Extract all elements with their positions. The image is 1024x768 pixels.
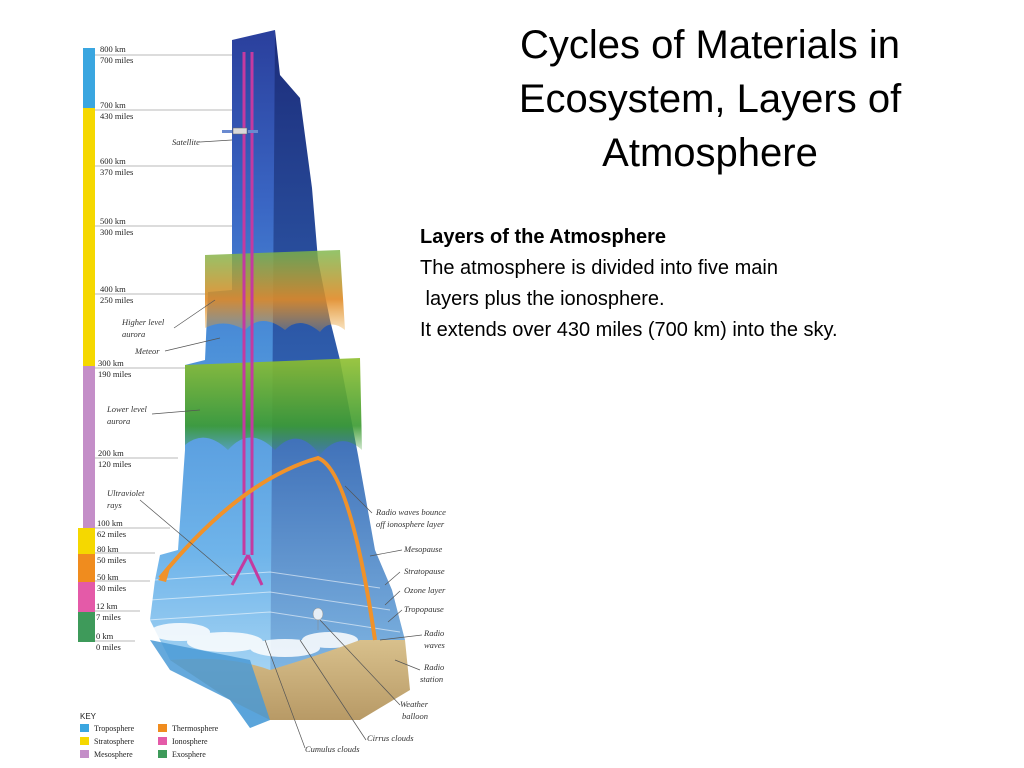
legend-swatch-mesosphere	[80, 750, 89, 758]
legend: KEY Troposphere Thermosphere Stratospher…	[80, 712, 219, 759]
tick-label: 50 miles	[97, 555, 126, 565]
label-ultraviolet: rays	[107, 500, 122, 510]
body-line: The atmosphere is divided into five main	[420, 257, 778, 279]
tick-label: 600 km	[100, 156, 126, 166]
label-lower-aurora: Lower level	[106, 404, 148, 414]
legend-swatch-ionosphere	[158, 737, 167, 745]
label-radio-station: Radio	[423, 662, 444, 672]
label-radio-station: station	[420, 674, 443, 684]
tick-label: 200 km	[98, 448, 124, 458]
legend-swatch-exosphere	[158, 750, 167, 758]
label-radio-waves: Radio	[423, 628, 444, 638]
tick-label: 0 km	[96, 631, 114, 641]
tick-label: 700 km	[100, 100, 126, 110]
label-lower-aurora: aurora	[107, 416, 130, 426]
tick-label: 300 km	[98, 358, 124, 368]
tick-label: 250 miles	[100, 295, 133, 305]
tick-label: 12 km	[96, 601, 118, 611]
label-meteor: Meteor	[134, 346, 160, 356]
label-cumulus: Cumulus clouds	[305, 744, 360, 754]
tick-label: 120 miles	[98, 459, 131, 469]
altitude-color-bar	[78, 48, 95, 642]
slide-body: Layers of the Atmosphere The atmosphere …	[420, 222, 1020, 346]
altitude-tick-lines	[95, 54, 246, 642]
tick-label: 0 miles	[96, 642, 121, 652]
label-weather-balloon: Weather	[400, 699, 429, 709]
radio-wave-arrowhead	[158, 568, 170, 582]
legend-label-thermosphere: Thermosphere	[172, 724, 219, 733]
body-heading: Layers of the Atmosphere	[420, 226, 666, 248]
label-mesopause: Mesopause	[403, 544, 442, 554]
legend-swatch-thermosphere	[158, 724, 167, 732]
label-radio-bounce: Radio waves bounce	[375, 507, 446, 517]
lower-aurora-band	[185, 358, 362, 455]
tick-label: 300 miles	[100, 227, 133, 237]
label-tropopause: Tropopause	[404, 604, 444, 614]
label-higher-aurora: aurora	[122, 329, 145, 339]
bar-exosphere	[83, 48, 95, 108]
label-leader-lines	[139, 139, 423, 749]
atmosphere-diagram: 800 km 700 miles 700 km 430 miles 600 km…	[78, 30, 446, 759]
altitude-tick-labels: 800 km 700 miles 700 km 430 miles 600 km…	[96, 44, 133, 652]
label-ultraviolet: Ultraviolet	[107, 488, 145, 498]
legend-label-troposphere: Troposphere	[94, 724, 135, 733]
label-higher-aurora: Higher level	[121, 317, 165, 327]
body-line: It extends over 430 miles (700 km) into …	[420, 319, 838, 341]
legend-label-mesosphere: Mesosphere	[94, 750, 133, 759]
label-satellite: Satellite	[172, 137, 200, 147]
label-stratopause: Stratopause	[404, 566, 445, 576]
bar-mesosphere	[83, 366, 95, 528]
legend-title: KEY	[80, 712, 97, 721]
legend-label-exosphere: Exosphere	[172, 750, 206, 759]
tick-label: 400 km	[100, 284, 126, 294]
satellite-icon	[222, 127, 258, 135]
bar-stratosphere-upper	[78, 528, 95, 554]
tick-label: 800 km	[100, 44, 126, 54]
body-line: layers plus the ionosphere.	[420, 288, 665, 310]
legend-swatch-stratosphere	[80, 737, 89, 745]
bar-stratosphere	[78, 554, 95, 582]
tick-label: 62 miles	[97, 529, 126, 539]
bar-troposphere	[78, 612, 95, 642]
tick-label: 100 km	[97, 518, 123, 528]
legend-label-stratosphere: Stratosphere	[94, 737, 134, 746]
tower-layer-stripes	[147, 571, 401, 633]
bar-thermosphere	[83, 108, 95, 366]
slide-title: Cycles of Materials in Ecosystem, Layers…	[518, 23, 902, 175]
left-labels: Satellite Higher level aurora Meteor Low…	[106, 137, 200, 510]
bar-ionosphere	[78, 582, 95, 612]
weather-balloon-icon	[312, 607, 324, 630]
legend-label-ionosphere: Ionosphere	[172, 737, 208, 746]
tick-label: 7 miles	[96, 612, 121, 622]
tick-label: 500 km	[100, 216, 126, 226]
label-weather-balloon: balloon	[402, 711, 428, 721]
tick-label: 430 miles	[100, 111, 133, 121]
cloud-layer	[150, 623, 358, 657]
radio-wave-arc	[158, 455, 377, 641]
tick-label: 50 km	[97, 572, 119, 582]
tick-label: 370 miles	[100, 167, 133, 177]
label-cirrus: Cirrus clouds	[367, 733, 414, 743]
legend-swatch-troposphere	[80, 724, 89, 732]
tick-label: 190 miles	[98, 369, 131, 379]
right-labels: Radio waves bounce off ionosphere layer …	[305, 507, 446, 754]
label-radio-waves: waves	[424, 640, 445, 650]
higher-aurora-band	[205, 250, 345, 332]
ultraviolet-ray	[230, 52, 264, 586]
tick-label: 80 km	[97, 544, 119, 554]
label-ozone: Ozone layer	[404, 585, 446, 595]
tick-label: 700 miles	[100, 55, 133, 65]
label-radio-bounce: off ionosphere layer	[376, 519, 445, 529]
sea	[150, 640, 270, 728]
tick-label: 30 miles	[97, 583, 126, 593]
